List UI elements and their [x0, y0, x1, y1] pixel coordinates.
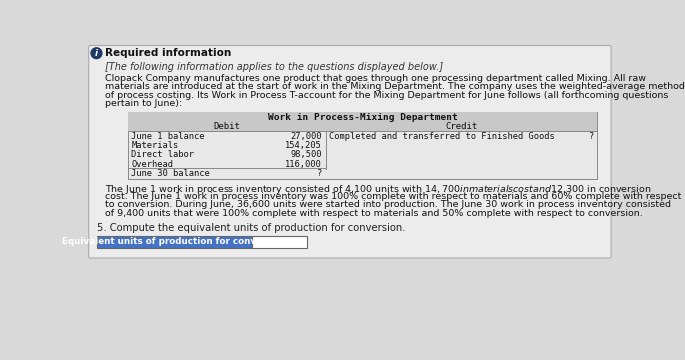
Text: pertain to June):: pertain to June):: [105, 99, 182, 108]
Text: of process costing. Its Work in Process T-account for the Mixing Department for : of process costing. Its Work in Process …: [105, 91, 669, 100]
Text: Direct labor: Direct labor: [132, 150, 195, 159]
Text: Credit: Credit: [445, 122, 477, 131]
FancyBboxPatch shape: [97, 236, 252, 248]
Text: Work in Process-Mixing Department: Work in Process-Mixing Department: [268, 113, 458, 122]
Text: ?: ?: [589, 132, 594, 141]
Text: 154,205: 154,205: [285, 141, 322, 150]
Circle shape: [91, 48, 102, 59]
FancyBboxPatch shape: [128, 112, 597, 131]
Text: ?: ?: [316, 169, 322, 178]
Text: June 30 balance: June 30 balance: [132, 169, 210, 178]
Text: 98,500: 98,500: [290, 150, 322, 159]
Text: Overhead: Overhead: [132, 159, 173, 168]
Text: of 9,400 units that were 100% complete with respect to materials and 50% complet: of 9,400 units that were 100% complete w…: [105, 209, 643, 218]
Text: Debit: Debit: [214, 122, 240, 131]
Text: June 1 balance: June 1 balance: [132, 132, 205, 141]
Text: Required information: Required information: [105, 48, 232, 58]
Text: materials are introduced at the start of work in the Mixing Department. The comp: materials are introduced at the start of…: [105, 82, 685, 91]
FancyBboxPatch shape: [252, 236, 306, 248]
Text: [The following information applies to the questions displayed below.]: [The following information applies to th…: [105, 62, 443, 72]
Text: 27,000: 27,000: [290, 132, 322, 141]
Text: i: i: [95, 49, 98, 58]
Text: to conversion. During June, 36,600 units were started into production. The June : to conversion. During June, 36,600 units…: [105, 200, 671, 209]
Text: 116,000: 116,000: [285, 159, 322, 168]
Text: Clopack Company manufactures one product that goes through one processing depart: Clopack Company manufactures one product…: [105, 74, 646, 83]
FancyBboxPatch shape: [128, 112, 597, 179]
FancyBboxPatch shape: [89, 45, 611, 258]
Text: Materials: Materials: [132, 141, 179, 150]
Text: 5. Compute the equivalent units of production for conversion.: 5. Compute the equivalent units of produ…: [97, 223, 406, 233]
Text: Equivalent units of production for conversion: Equivalent units of production for conve…: [62, 237, 287, 246]
Text: cost. The June 1 work in process inventory was 100% complete with respect to mat: cost. The June 1 work in process invento…: [105, 192, 682, 201]
Text: The June 1 work in process inventory consisted of 4,100 units with $14,700 in ma: The June 1 work in process inventory con…: [105, 183, 651, 196]
Text: Completed and transferred to Finished Goods: Completed and transferred to Finished Go…: [329, 132, 555, 141]
